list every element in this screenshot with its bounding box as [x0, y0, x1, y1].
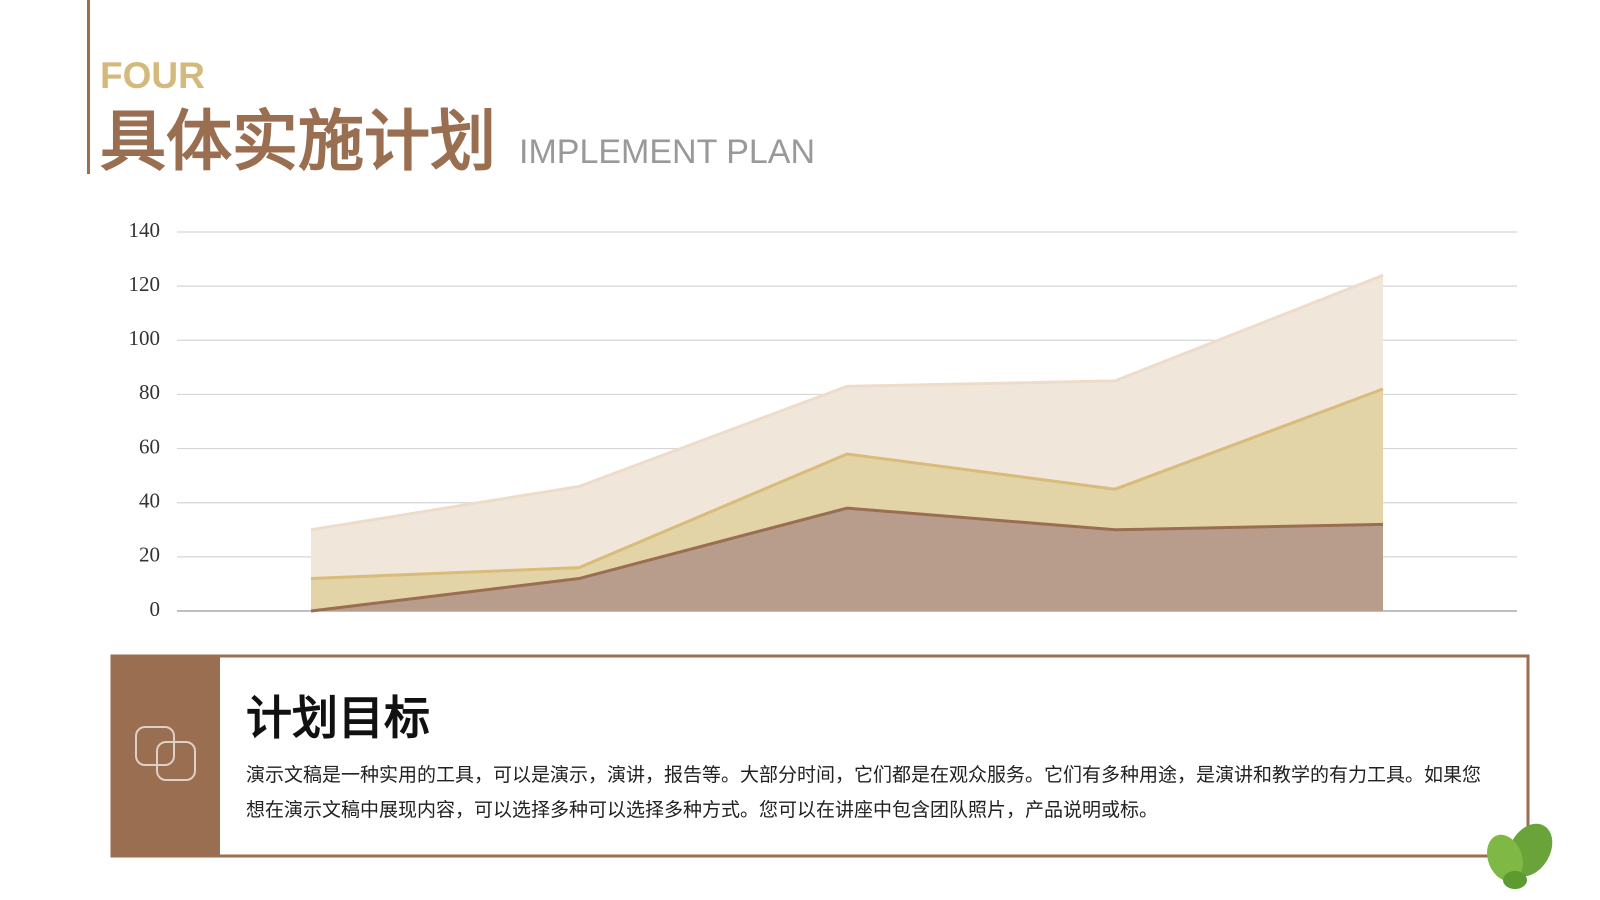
area: [311, 508, 1383, 611]
y-tick-label: 140: [129, 218, 161, 242]
leaf-decoration: [1487, 823, 1553, 889]
y-tick-label: 100: [129, 326, 161, 350]
y-tick-label: 0: [150, 597, 161, 621]
page-title: 具体实施计划: [100, 102, 496, 180]
page-subtitle: IMPLEMENT PLAN: [519, 133, 815, 171]
area-line: [310, 387, 1384, 581]
panel-text: 演示文稿是一种实用的工具，可以是演示，演讲，报告等。大部分时间，它们都是在观众服…: [246, 764, 1482, 821]
area-line: [310, 506, 1384, 613]
section-label: FOUR: [100, 55, 205, 96]
y-tick-label: 20: [139, 543, 160, 567]
area-line: [310, 273, 1384, 532]
y-tick-label: 120: [129, 272, 161, 296]
icon: [156, 741, 196, 781]
panel-title: 计划目标: [246, 691, 430, 745]
accent-bar: [87, 0, 90, 174]
y-tick-label: 80: [139, 380, 160, 404]
panel-frame: [110, 654, 1530, 858]
panel-side: [112, 656, 220, 856]
y-tick-label: 40: [139, 489, 160, 513]
plot: 0 20 40 60 80 100 120 140: [129, 218, 1517, 621]
icon: [135, 726, 175, 766]
y-tick-label: 60: [139, 434, 160, 458]
